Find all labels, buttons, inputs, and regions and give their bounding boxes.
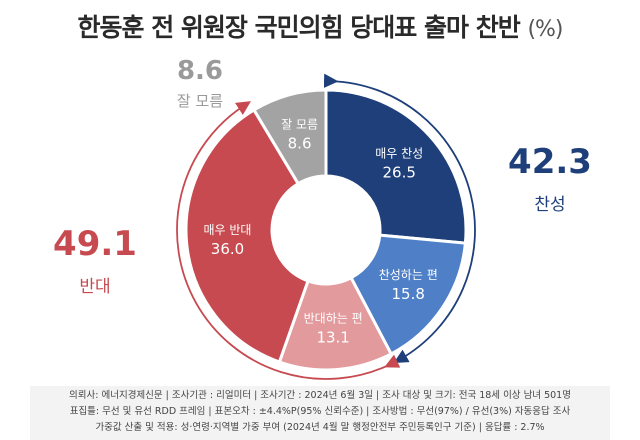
oppose-bracket-arc xyxy=(176,101,401,380)
unknown-total-label: 잘 모름 xyxy=(176,92,224,110)
slice-value-3: 36.0 xyxy=(211,240,244,258)
oppose-total-value: 49.1 xyxy=(53,224,137,264)
slice-value-0: 26.5 xyxy=(383,163,416,181)
survey-footer: 의뢰사: 에너지경제신문 | 조사기관 : 리얼미터 | 조사기간 : 2024… xyxy=(30,386,610,440)
slice-label-2: 반대하는 편 xyxy=(304,312,363,326)
chart-title: 한동훈 전 위원장 국민의힘 당대표 출마 찬반 (%) xyxy=(0,8,640,44)
slice-value-2: 13.1 xyxy=(316,329,349,347)
donut-chart: 매우 찬성 26.5 찬성하는 편 15.8 반대하는 편 13.1 매우 반대 36.0 잘 … xyxy=(176,73,476,380)
slice-label-0: 매우 찬성 xyxy=(375,145,423,160)
support-total-value: 42.3 xyxy=(508,142,592,182)
slice-label-3: 매우 반대 xyxy=(204,223,252,237)
slice-label-4: 잘 모름 xyxy=(281,118,318,132)
oppose-total-label: 반대 xyxy=(79,277,111,297)
slice-label-1: 찬성하는 편 xyxy=(379,267,438,282)
footer-line-3: 가중값 산출 및 적용: 성·연령·지역별 가중 부여 (2024년 4월 말 … xyxy=(95,422,545,433)
footer-line-1: 의뢰사: 에너지경제신문 | 조사기관 : 리얼미터 | 조사기간 : 2024… xyxy=(69,390,571,401)
support-total-label: 찬성 xyxy=(534,195,566,215)
chart-title-unit: (%) xyxy=(527,17,563,42)
footer-line-2: 표집틀: 무선 및 유선 RDD 프레임 | 표본오차 : ±4.4%P(95%… xyxy=(69,406,571,417)
support-bracket-arc xyxy=(323,73,476,363)
unknown-total-value: 8.6 xyxy=(176,56,224,86)
slice-value-4: 8.6 xyxy=(288,135,312,153)
slice-value-1: 15.8 xyxy=(392,285,425,303)
chart-title-text: 한동훈 전 위원장 국민의힘 당대표 출마 찬반 xyxy=(77,13,520,42)
